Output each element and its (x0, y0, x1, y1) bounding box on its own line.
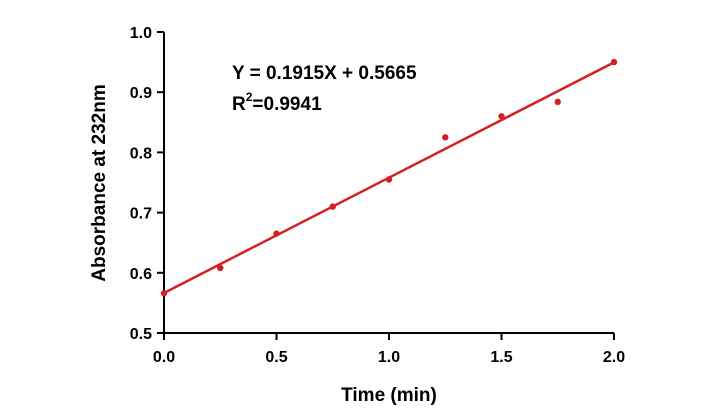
r-squared-prefix: R (232, 94, 246, 115)
data-point (442, 134, 449, 141)
data-point (329, 203, 336, 210)
y-tick-label: 0.8 (130, 145, 152, 162)
y-tick-label: 0.7 (130, 206, 152, 223)
data-point (610, 58, 618, 66)
x-axis-label: Time (min) (341, 385, 437, 406)
x-tick-label: 0.5 (265, 349, 287, 366)
x-tick-label: 2.0 (603, 349, 625, 366)
data-point (554, 98, 561, 106)
data-point (273, 230, 280, 237)
y-tick-label: 0.5 (130, 326, 152, 343)
y-axis-label: Absorbance at 232nm (89, 84, 110, 281)
x-tick-label: 1.5 (490, 349, 512, 366)
y-tick-label: 0.6 (130, 266, 152, 283)
data-point (385, 176, 393, 183)
data-points (160, 58, 618, 297)
y-tick-label: 1.0 (130, 25, 152, 42)
fit-equation: Y = 0.1915X + 0.5665 (232, 63, 417, 84)
r-squared-value: =0.9941 (252, 94, 322, 115)
x-tick-label: 1.0 (378, 349, 400, 366)
x-tick-label: 0.0 (153, 349, 175, 366)
data-point (160, 290, 168, 297)
data-point (217, 264, 224, 272)
y-tick-label: 0.9 (130, 85, 152, 102)
ticks: 0.0 0.5 1.0 1.5 2.00.50.60.70.80.91.0 (130, 25, 625, 366)
r-squared: R2=0.9941 (232, 90, 322, 115)
r-squared-exponent: 2 (246, 90, 253, 104)
data-point (498, 113, 505, 120)
